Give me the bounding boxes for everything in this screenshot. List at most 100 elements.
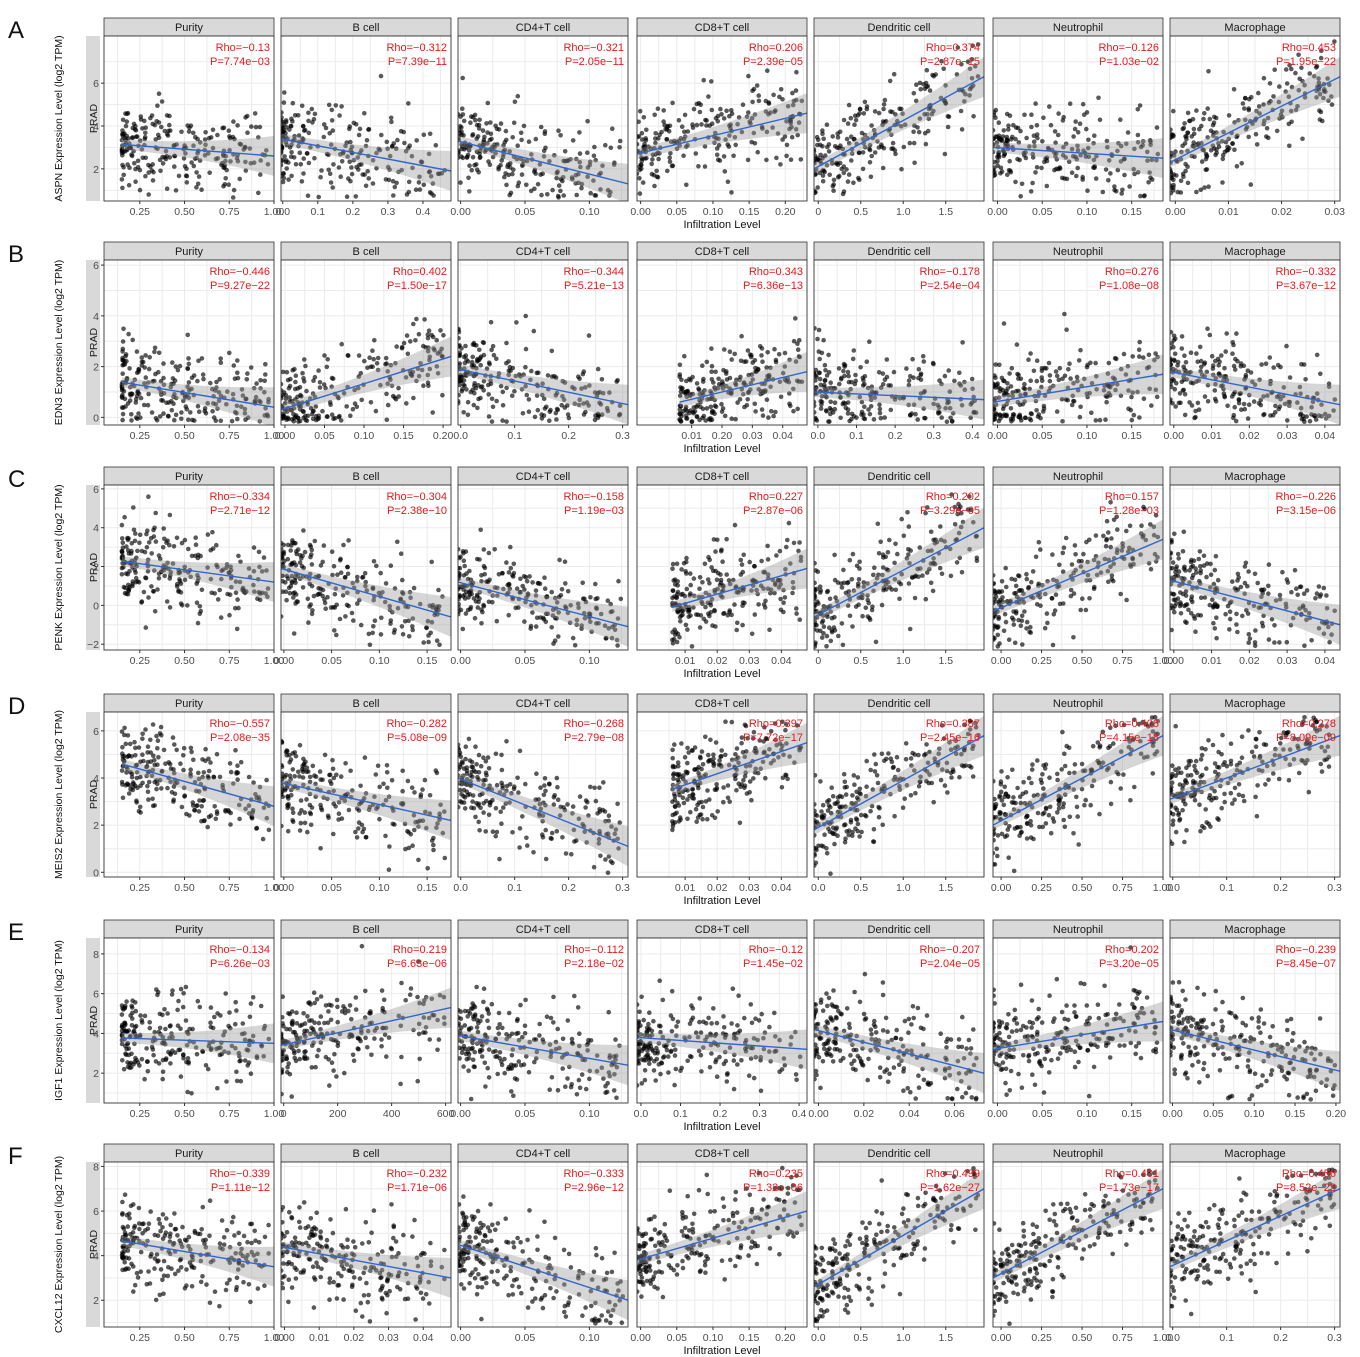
data-point	[923, 141, 929, 147]
data-point	[196, 409, 202, 415]
data-point	[346, 538, 351, 543]
data-point	[693, 151, 699, 156]
data-point	[672, 594, 677, 599]
data-point	[479, 621, 484, 626]
data-point	[695, 612, 701, 618]
data-point	[644, 127, 649, 133]
data-point	[1006, 123, 1011, 128]
data-point	[827, 596, 833, 602]
data-point	[1089, 410, 1094, 416]
data-point	[959, 127, 965, 132]
data-point	[826, 419, 831, 424]
data-point	[707, 123, 712, 128]
data-point	[895, 551, 900, 557]
data-point	[1329, 94, 1334, 99]
data-point	[760, 359, 765, 365]
data-point	[235, 123, 240, 128]
data-point	[524, 182, 529, 188]
data-point	[778, 394, 784, 400]
data-point	[783, 567, 788, 572]
data-point	[458, 566, 461, 571]
data-point	[1039, 384, 1044, 390]
data-point	[235, 416, 240, 422]
data-point	[1054, 373, 1060, 379]
data-point	[1276, 393, 1282, 398]
data-point	[330, 376, 336, 382]
data-point	[1223, 374, 1228, 379]
data-point	[787, 126, 792, 132]
data-point	[460, 75, 466, 81]
data-point	[836, 366, 842, 371]
confidence-band	[637, 93, 807, 159]
data-point	[329, 118, 335, 123]
data-point	[1231, 415, 1236, 421]
data-point	[1016, 140, 1022, 145]
x-tick-label: 0.03	[1324, 206, 1345, 218]
x-tick-label: 0.00	[1165, 206, 1186, 218]
data-point	[741, 588, 746, 593]
data-point	[1287, 143, 1292, 149]
p-value-label: P=3.67e−12	[1276, 280, 1336, 292]
data-point	[1205, 135, 1210, 140]
data-point	[168, 128, 173, 133]
data-point	[404, 333, 410, 338]
data-point	[689, 644, 695, 649]
data-point	[552, 373, 557, 379]
data-point	[1194, 351, 1199, 356]
data-point	[120, 555, 125, 561]
data-point	[149, 168, 155, 173]
data-point	[506, 372, 512, 378]
row-label: B	[8, 241, 24, 268]
panel-border	[813, 35, 985, 202]
data-point	[1077, 414, 1083, 420]
plot-content	[458, 527, 628, 648]
facet-strip-label: B cell	[353, 246, 380, 258]
data-point	[1287, 62, 1292, 68]
data-point	[119, 522, 125, 528]
data-point	[504, 419, 509, 424]
data-point	[146, 391, 151, 397]
data-point	[1211, 130, 1216, 135]
data-point	[1299, 65, 1304, 70]
data-point	[718, 548, 724, 554]
data-point	[360, 172, 366, 177]
data-point	[967, 66, 973, 72]
data-point	[790, 102, 796, 108]
data-point	[700, 580, 705, 585]
data-point	[1065, 397, 1070, 403]
data-point	[840, 642, 846, 648]
data-point	[158, 379, 164, 384]
data-point	[1207, 332, 1213, 338]
data-point	[1017, 412, 1023, 418]
data-point	[906, 382, 912, 388]
data-point	[1091, 141, 1096, 146]
data-point	[465, 359, 471, 364]
data-point	[407, 589, 413, 595]
data-point	[641, 115, 647, 120]
data-point	[1154, 125, 1160, 130]
data-point	[1120, 187, 1125, 193]
data-point	[970, 43, 975, 48]
x-tick-label: 0.25	[130, 430, 151, 442]
data-point	[488, 120, 493, 125]
data-point	[786, 379, 792, 385]
data-point	[745, 157, 751, 163]
data-point	[291, 411, 296, 417]
regression-line	[1170, 76, 1340, 164]
data-point	[867, 411, 873, 417]
data-point	[266, 399, 271, 405]
data-point	[700, 379, 706, 384]
data-point	[1225, 403, 1230, 409]
data-point	[146, 380, 151, 385]
data-point	[1027, 416, 1032, 422]
data-point	[764, 365, 769, 370]
x-tick-label: 0.03	[742, 430, 763, 442]
data-point	[339, 341, 345, 347]
data-point	[857, 106, 863, 112]
data-point	[135, 548, 140, 554]
data-point	[552, 153, 557, 158]
data-point	[356, 132, 362, 138]
data-point	[826, 149, 832, 154]
data-point	[146, 366, 152, 372]
